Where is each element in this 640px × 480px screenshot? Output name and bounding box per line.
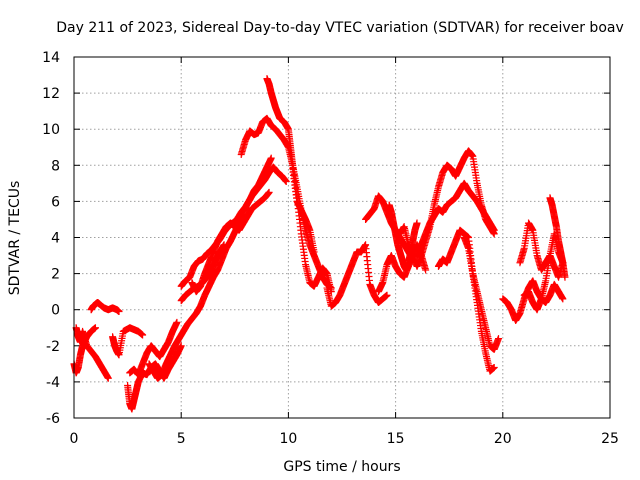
y-tick-label: -6 bbox=[46, 411, 60, 427]
data-point bbox=[413, 219, 421, 227]
data-point bbox=[495, 335, 503, 343]
x-axis-label: GPS time / hours bbox=[283, 459, 400, 475]
y-tick-label: -4 bbox=[46, 375, 60, 391]
data-point bbox=[220, 241, 228, 249]
x-tick-label: 10 bbox=[279, 431, 297, 447]
x-tick-label: 0 bbox=[70, 431, 79, 447]
data-point bbox=[104, 374, 112, 382]
chart-title: Day 211 of 2023, Sidereal Day-to-day VTE… bbox=[56, 20, 624, 36]
grid bbox=[74, 57, 610, 418]
data-point bbox=[490, 363, 498, 371]
y-tick-label: 12 bbox=[42, 86, 60, 102]
y-tick-label: 14 bbox=[42, 50, 60, 66]
y-tick-label: 8 bbox=[51, 158, 60, 174]
data-point bbox=[559, 295, 567, 303]
y-tick-label: 4 bbox=[51, 231, 60, 247]
y-tick-label: 0 bbox=[51, 303, 60, 319]
x-tick-label: 20 bbox=[494, 431, 512, 447]
data-point bbox=[490, 226, 498, 234]
y-axis-label: SDTVAR / TECUs bbox=[7, 181, 23, 296]
data-point bbox=[139, 331, 147, 339]
data-point bbox=[310, 248, 318, 256]
axis-ticks: 0 5 10 15 20 25 -6 -4 -2 0 2 4 6 8 10 12 14 bbox=[42, 50, 619, 447]
data-point bbox=[282, 178, 290, 186]
data-point bbox=[91, 324, 99, 332]
y-tick-label: 10 bbox=[42, 122, 60, 138]
data-point bbox=[383, 291, 391, 299]
y-tick-label: 2 bbox=[51, 267, 60, 283]
x-tick-label: 25 bbox=[601, 431, 619, 447]
plot-frame bbox=[73, 56, 611, 419]
data-point bbox=[267, 154, 275, 162]
data-point bbox=[115, 308, 123, 316]
data-point bbox=[422, 266, 430, 274]
data-point bbox=[173, 318, 181, 326]
x-tick-label: 5 bbox=[177, 431, 186, 447]
data-point bbox=[177, 342, 185, 350]
y-tick-label: -2 bbox=[46, 339, 60, 355]
y-tick-label: 6 bbox=[51, 194, 60, 210]
x-tick-label: 15 bbox=[387, 431, 405, 447]
data-point bbox=[561, 273, 569, 281]
data-point bbox=[265, 188, 273, 196]
data-points bbox=[70, 75, 569, 413]
